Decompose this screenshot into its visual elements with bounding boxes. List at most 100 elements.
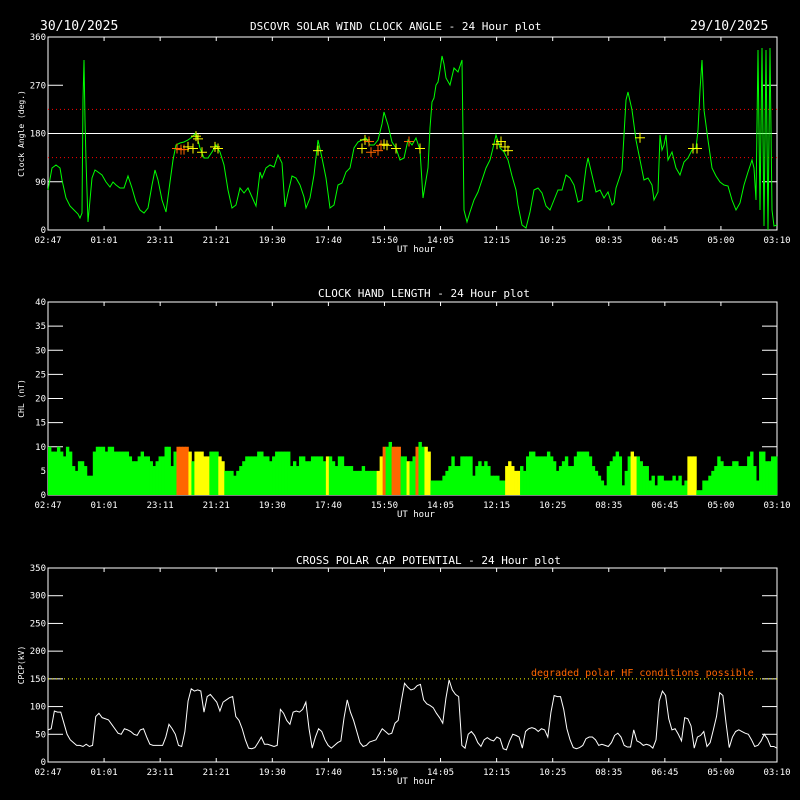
svg-text:21:21: 21:21 <box>203 236 230 246</box>
svg-text:17:40: 17:40 <box>315 236 342 246</box>
svg-text:06:45: 06:45 <box>651 236 678 246</box>
clock-angle-cross-marker <box>313 145 323 156</box>
svg-text:19:30: 19:30 <box>259 236 286 246</box>
svg-text:350: 350 <box>30 564 46 574</box>
chl-bars <box>48 441 778 495</box>
clock-angle-cross-marker <box>179 144 189 155</box>
svg-text:35: 35 <box>35 322 46 332</box>
clock-angle-title: DSCOVR SOLAR WIND CLOCK ANGLE - 24 Hour … <box>250 20 542 33</box>
svg-text:0: 0 <box>41 226 46 236</box>
svg-text:14:05: 14:05 <box>427 236 454 246</box>
svg-text:10:25: 10:25 <box>539 236 566 246</box>
clock-angle-cross-marker <box>197 147 207 158</box>
svg-text:08:35: 08:35 <box>595 236 622 246</box>
clock-angle-cross-marker <box>692 143 702 154</box>
clock-angle-xlabel: UT hour <box>397 245 436 255</box>
chl-xlabel: UT hour <box>397 510 436 520</box>
svg-text:100: 100 <box>30 703 46 713</box>
svg-text:14:05: 14:05 <box>427 768 454 778</box>
svg-text:10:25: 10:25 <box>539 501 566 511</box>
svg-text:360: 360 <box>30 33 46 43</box>
clock-angle-cross-marker <box>193 133 203 144</box>
svg-text:23:11: 23:11 <box>147 768 174 778</box>
clock-angle-cross-marker <box>404 136 414 147</box>
clock-angle-cross-marker <box>360 134 370 145</box>
clock-angle-ylabel: Clock Angle (deg.) <box>17 90 26 177</box>
clock-angle-cross-marker <box>364 136 374 147</box>
chl-title: CLOCK HAND LENGTH - 24 Hour plot <box>318 287 530 300</box>
svg-text:06:45: 06:45 <box>651 768 678 778</box>
svg-text:12:15: 12:15 <box>483 501 510 511</box>
svg-text:17:40: 17:40 <box>315 768 342 778</box>
clock-angle-cross-marker <box>373 145 383 156</box>
svg-text:23:11: 23:11 <box>147 501 174 511</box>
svg-text:250: 250 <box>30 619 46 629</box>
clock-angle-axes: 0 90 180 270 360 02:47 01:01 23:11 21:21 19:30 17:… <box>17 33 791 255</box>
svg-text:15:50: 15:50 <box>371 768 398 778</box>
svg-text:08:35: 08:35 <box>595 768 622 778</box>
svg-text:05:00: 05:00 <box>707 768 734 778</box>
svg-text:05:00: 05:00 <box>707 501 734 511</box>
clock-angle-cross-marker <box>213 143 223 154</box>
cpcp-ylabel: CPCP(kV) <box>17 646 26 685</box>
svg-text:05:00: 05:00 <box>707 236 734 246</box>
date-left: 30/10/2025 <box>40 19 119 34</box>
svg-text:08:35: 08:35 <box>595 501 622 511</box>
svg-text:02:47: 02:47 <box>34 768 61 778</box>
clock-angle-cross-marker <box>415 143 425 154</box>
clock-angle-cross-marker <box>492 139 502 150</box>
svg-text:21:21: 21:21 <box>203 768 230 778</box>
date-right: 29/10/2025 <box>690 19 769 34</box>
cpcp-axes: 0 50 100 150 200 250 300 350 02:47 01:01 23:11 21:2… <box>17 564 791 787</box>
clock-angle-cross-marker <box>391 143 401 154</box>
svg-text:15:50: 15:50 <box>371 236 398 246</box>
svg-text:23:11: 23:11 <box>147 236 174 246</box>
clock-angle-line <box>47 47 778 231</box>
svg-text:12:15: 12:15 <box>483 236 510 246</box>
clock-angle-cross-marker <box>366 147 376 158</box>
svg-text:200: 200 <box>30 647 46 657</box>
svg-text:01:01: 01:01 <box>91 501 118 511</box>
svg-text:06:45: 06:45 <box>651 501 678 511</box>
svg-text:10:25: 10:25 <box>539 768 566 778</box>
svg-text:0: 0 <box>41 758 46 768</box>
svg-text:270: 270 <box>30 81 46 91</box>
svg-text:25: 25 <box>35 370 46 380</box>
svg-text:15: 15 <box>35 419 46 429</box>
clock-angle-cross-marker <box>188 143 198 154</box>
clock-angle-cross-marker <box>191 131 201 142</box>
svg-text:150: 150 <box>30 675 46 685</box>
svg-text:17:40: 17:40 <box>315 501 342 511</box>
svg-text:03:10: 03:10 <box>763 768 790 778</box>
svg-text:21:21: 21:21 <box>203 501 230 511</box>
svg-text:02:47: 02:47 <box>34 236 61 246</box>
clock-angle-cross-marker <box>357 143 367 154</box>
clock-angle-cross-marker <box>172 143 182 154</box>
svg-text:02:47: 02:47 <box>34 501 61 511</box>
cpcp-title: CROSS POLAR CAP POTENTIAL - 24 Hour plot <box>296 554 561 567</box>
svg-text:180: 180 <box>30 130 46 140</box>
svg-text:0: 0 <box>41 491 46 501</box>
clock-angle-cross-marker <box>496 136 506 147</box>
svg-text:20: 20 <box>35 395 46 405</box>
svg-text:30: 30 <box>35 346 46 356</box>
clock-angle-cross-marker <box>183 141 193 152</box>
svg-text:03:10: 03:10 <box>763 236 790 246</box>
svg-text:300: 300 <box>30 592 46 602</box>
svg-text:90: 90 <box>35 178 46 188</box>
svg-text:5: 5 <box>41 467 46 477</box>
clock-angle-cross-marker <box>382 140 392 151</box>
svg-text:14:05: 14:05 <box>427 501 454 511</box>
svg-text:12:15: 12:15 <box>483 768 510 778</box>
chl-ylabel: CHL (nT) <box>17 379 26 418</box>
svg-text:40: 40 <box>35 298 46 308</box>
svg-text:01:01: 01:01 <box>91 768 118 778</box>
svg-text:15:50: 15:50 <box>371 501 398 511</box>
cpcp-xlabel: UT hour <box>397 777 436 787</box>
cpcp-line <box>47 679 778 751</box>
clock-angle-cross-marker <box>503 145 513 156</box>
cpcp-annotation: degraded polar HF conditions possible <box>531 668 754 679</box>
svg-text:01:01: 01:01 <box>91 236 118 246</box>
svg-text:50: 50 <box>35 730 46 740</box>
